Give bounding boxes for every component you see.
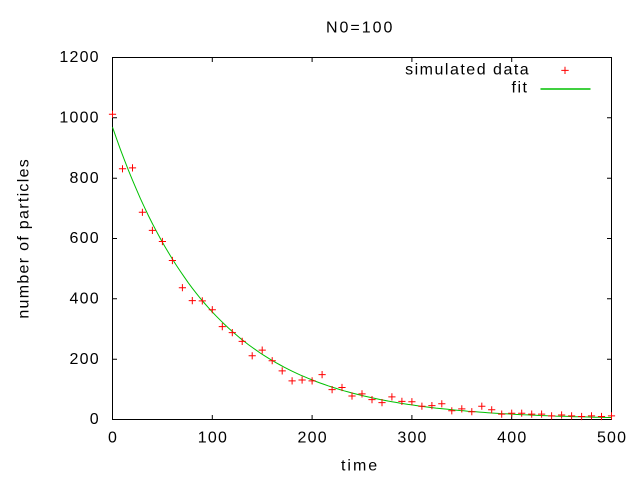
svg-text:number of particles: number of particles — [16, 158, 33, 319]
svg-text:500: 500 — [597, 430, 627, 447]
svg-text:600: 600 — [70, 230, 100, 247]
svg-text:300: 300 — [397, 430, 427, 447]
svg-text:time: time — [341, 458, 379, 475]
svg-text:100: 100 — [198, 430, 228, 447]
svg-text:N0=100: N0=100 — [326, 20, 395, 37]
svg-text:0: 0 — [90, 411, 100, 428]
svg-text:800: 800 — [70, 170, 100, 187]
svg-text:1000: 1000 — [59, 109, 99, 126]
svg-text:200: 200 — [298, 430, 328, 447]
svg-text:200: 200 — [70, 351, 100, 368]
svg-text:simulated data: simulated data — [405, 62, 530, 79]
svg-text:400: 400 — [70, 290, 100, 307]
svg-text:0: 0 — [108, 430, 118, 447]
svg-text:fit: fit — [512, 80, 529, 97]
svg-text:1200: 1200 — [59, 49, 99, 66]
svg-text:400: 400 — [497, 430, 527, 447]
